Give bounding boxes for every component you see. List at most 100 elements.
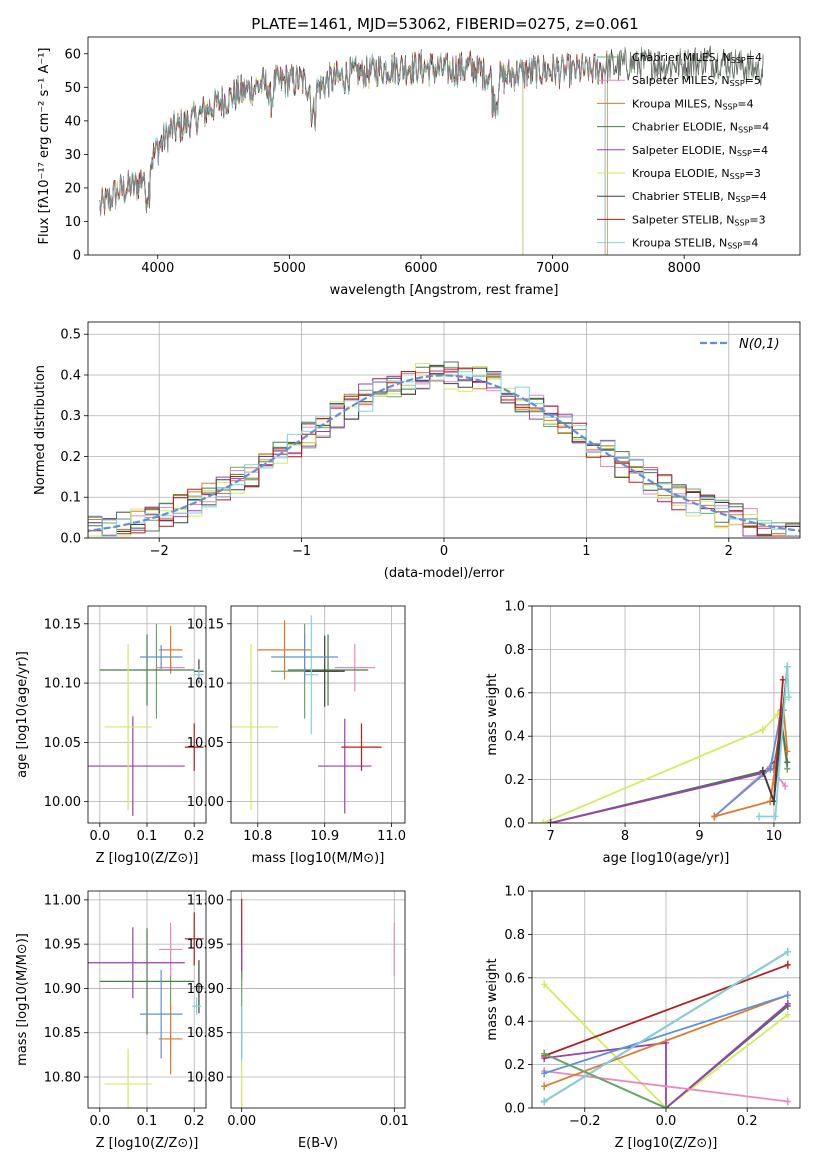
weight-marker bbox=[711, 812, 718, 821]
x-axis-label: age [log10(age/yr)] bbox=[603, 851, 730, 866]
errorbar-point bbox=[139, 969, 183, 1059]
y-axis-label: Flux [fλ10⁻¹⁷ erg cm⁻² s⁻¹ A⁻¹] bbox=[37, 48, 52, 245]
x-axis-label: E(B-V) bbox=[298, 1136, 338, 1151]
y-tick-label: 0.6 bbox=[504, 971, 525, 986]
y-tick-label: 10.85 bbox=[187, 1026, 224, 1041]
weight-marker bbox=[541, 1069, 548, 1078]
plot-area-age_vs_Z bbox=[88, 606, 206, 823]
weight-marker bbox=[767, 764, 774, 773]
plot-area-age_vs_mass bbox=[231, 606, 405, 823]
errorbar-point bbox=[341, 723, 382, 771]
legend-residuals: N(0,1) bbox=[700, 337, 780, 352]
errorbar-point bbox=[104, 1048, 152, 1108]
x-tick-label: 0.01 bbox=[380, 1114, 409, 1129]
y-axis-label: mass [log10(M/M⊙)] bbox=[15, 933, 30, 1066]
y-tick-label: 0.4 bbox=[504, 1015, 525, 1030]
x-tick-label: 7 bbox=[546, 829, 554, 844]
weight-marker bbox=[784, 747, 791, 756]
y-tick-label: 10.80 bbox=[44, 1071, 81, 1086]
chart-weight_vs_Z: −0.2 0.0 0.2 0.0 0.2 0.4 0.6 0.8 1.0 Z [log10(Z/Z… bbox=[485, 885, 801, 1151]
plot-area-weight_vs_Z bbox=[532, 891, 800, 1108]
spectrum-data-line bbox=[99, 46, 764, 216]
weight-line bbox=[543, 983, 789, 1108]
y-tick-label: 10.95 bbox=[44, 938, 81, 953]
axes-frame bbox=[531, 605, 801, 824]
weight-line bbox=[543, 1052, 667, 1108]
weight-line bbox=[543, 963, 789, 1057]
x-tick-label: 10.9 bbox=[310, 829, 339, 844]
errorbar-point bbox=[304, 635, 345, 707]
x-axis-label: wavelength [Angstrom, rest frame] bbox=[330, 283, 559, 298]
y-axis-label: mass weight bbox=[485, 673, 500, 755]
weight-marker bbox=[541, 1049, 548, 1058]
y-tick-label: 50 bbox=[64, 81, 81, 96]
weight-line bbox=[543, 994, 789, 1075]
x-tick-label: 5000 bbox=[273, 261, 306, 276]
weight-marker bbox=[756, 812, 763, 821]
y-axis-label: age [log10(age/yr)] bbox=[15, 651, 30, 778]
x-axis-label: Z [log10(Z/Z⊙)] bbox=[96, 851, 199, 866]
weight-marker bbox=[784, 947, 791, 956]
legend-entry: Kroupa MILES, NSSP=4 bbox=[632, 97, 754, 111]
y-tick-label: 0.0 bbox=[60, 532, 81, 547]
y-tick-label: 10.80 bbox=[187, 1071, 224, 1086]
weight-marker bbox=[784, 662, 791, 671]
chart-residuals: −2 −1 0 1 2 0.0 0.1 0.2 0.3 0.4 0.5 (data-model)/er… bbox=[33, 321, 801, 581]
legend-spectrum: Chabrier MILES, NSSP=4 Salpeter MILES, NS… bbox=[597, 51, 769, 251]
x-tick-label: 0.1 bbox=[137, 829, 158, 844]
errorbar-point bbox=[99, 634, 195, 706]
x-tick-label: 0.2 bbox=[184, 829, 205, 844]
legend-entry: Kroupa ELODIE, NSSP=3 bbox=[632, 167, 761, 181]
axes-frame bbox=[87, 36, 801, 256]
x-tick-label: 1 bbox=[582, 544, 590, 559]
errorbar-point bbox=[194, 960, 204, 1014]
x-tick-label: 0.0 bbox=[89, 1114, 110, 1129]
y-tick-label: 1.0 bbox=[504, 885, 525, 900]
x-axis-label: (data-model)/error bbox=[384, 566, 505, 581]
errorbar-point bbox=[158, 1003, 183, 1075]
errorbar-point bbox=[231, 643, 278, 810]
weight-marker bbox=[784, 991, 791, 1000]
y-tick-label: 0.2 bbox=[504, 1058, 525, 1073]
chart-age_vs_mass: 10.8 10.9 11.0 10.00 10.05 10.10 10.15 mass [lo… bbox=[187, 605, 406, 866]
y-axis-label: mass weight bbox=[485, 958, 500, 1040]
spectrum-line bbox=[99, 52, 524, 255]
weight-line bbox=[542, 698, 786, 823]
weight-marker bbox=[779, 675, 786, 684]
errorbar-point bbox=[191, 997, 202, 1015]
weight-marker bbox=[547, 819, 554, 823]
x-tick-label: 4000 bbox=[141, 261, 174, 276]
x-tick-label: 6000 bbox=[404, 261, 437, 276]
x-tick-label: 0.00 bbox=[227, 1114, 256, 1129]
y-tick-label: 20 bbox=[64, 181, 81, 196]
chart-spectrum: 4000 5000 6000 7000 8000 0 10 20 30 40 50 60 wavelen… bbox=[37, 36, 801, 298]
x-tick-label: 8000 bbox=[668, 261, 701, 276]
x-tick-label: 0.2 bbox=[737, 1114, 758, 1129]
x-tick-label: 0.0 bbox=[656, 1114, 677, 1129]
weight-line bbox=[543, 951, 789, 1103]
y-tick-label: 10.05 bbox=[44, 736, 81, 751]
errorbar-point bbox=[88, 927, 185, 999]
x-axis-label: mass [log10(M/M⊙)] bbox=[252, 851, 385, 866]
errorbar-point bbox=[287, 634, 369, 706]
y-tick-label: 0.6 bbox=[504, 686, 525, 701]
legend-entry: Salpeter MILES, NSSP=5 bbox=[632, 74, 761, 88]
y-tick-label: 0.0 bbox=[504, 1102, 525, 1117]
weight-marker bbox=[784, 999, 791, 1008]
spectrum-line bbox=[99, 51, 524, 255]
x-tick-label: 11.0 bbox=[377, 829, 406, 844]
errorbar-point bbox=[271, 633, 339, 681]
x-tick-label: 0 bbox=[440, 544, 448, 559]
y-tick-label: 10.00 bbox=[187, 795, 224, 810]
errorbar-point bbox=[318, 718, 372, 814]
x-tick-label: 0.2 bbox=[184, 1114, 205, 1129]
errorbar-point bbox=[194, 668, 204, 681]
legend-entry: Chabrier MILES, NSSP=4 bbox=[632, 51, 762, 65]
y-tick-label: 0.0 bbox=[504, 817, 525, 832]
x-tick-label: −0.2 bbox=[569, 1114, 601, 1129]
errorbar-point bbox=[304, 615, 318, 735]
spectrum-line bbox=[99, 51, 606, 255]
chart-age_vs_Z: 0.0 0.1 0.2 10.00 10.05 10.10 10.15 Z [log10(Z/… bbox=[15, 605, 207, 866]
legend-entry: Chabrier ELODIE, NSSP=4 bbox=[632, 121, 769, 135]
y-tick-label: 10.10 bbox=[44, 677, 81, 692]
